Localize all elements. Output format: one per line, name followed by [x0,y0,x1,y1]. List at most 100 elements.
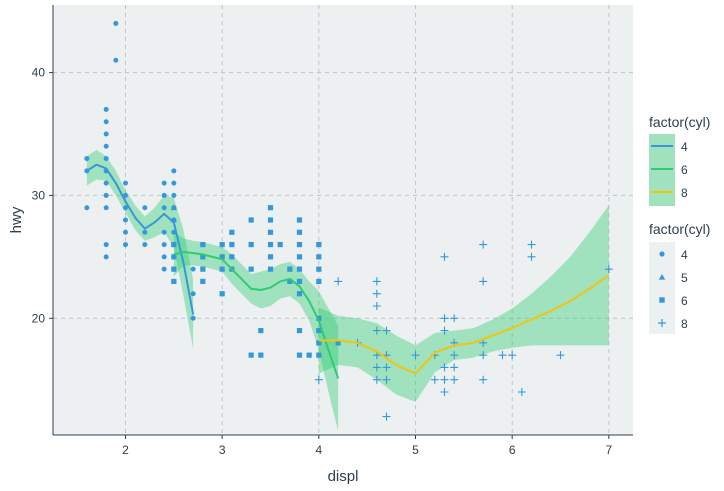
point-cyl-4 [142,242,148,248]
point-cyl-8 [479,277,488,286]
point-cyl-6 [248,352,254,358]
point-cyl-4 [190,291,196,297]
point-cyl-8 [372,289,381,298]
point-cyl-6 [258,352,264,358]
point-cyl-8 [372,302,381,310]
smooth-line-cyl-6 [173,250,340,379]
point-cyl-6 [296,327,303,334]
point-cyl-8 [372,363,381,372]
point-cyl-4 [171,192,177,198]
x-tick-label: 5 [412,443,419,457]
point-cyl-4 [161,180,167,186]
point-cyl-6 [248,266,254,272]
point-cyl-8 [440,375,449,384]
point-cyl-4 [103,192,109,198]
point-cyl-6 [171,241,177,248]
point-cyl-4 [142,229,148,235]
point-cyl-4 [123,217,128,223]
point-cyl-8 [440,314,449,323]
legend-shape-label-6: 6 [681,294,688,308]
point-cyl-6 [277,241,283,248]
point-cyl-6 [335,340,341,346]
x-tick-label: 6 [509,443,516,457]
point-cyl-8 [527,240,536,249]
point-cyl-6 [219,254,225,260]
point-cyl-6 [296,241,303,248]
point-cyl-6 [171,278,177,285]
point-cyl-6 [296,229,303,235]
point-cyl-4 [171,180,177,186]
point-cyl-8 [450,314,459,323]
point-cyl-6 [267,241,274,248]
legend-shape-key-bg [649,242,675,334]
point-cyl-8 [450,375,459,384]
point-cyl-8 [382,412,391,421]
legend-color-label-4: 4 [681,140,688,154]
point-cyl-6 [296,217,303,223]
point-cyl-6 [229,254,235,260]
point-cyl-8 [334,277,343,286]
point-cyl-8 [382,375,391,384]
point-cyl-8 [440,363,449,372]
point-cyl-6 [267,229,274,235]
x-tick-label: 4 [315,443,322,457]
point-cyl-4 [113,57,119,63]
point-cyl-6 [287,278,293,285]
point-cyl-6 [248,217,254,223]
legend-shape-label-8: 8 [681,317,688,331]
legend-shape-square [659,297,665,303]
x-axis-title: displ [328,468,359,485]
y-tick-label: 40 [32,66,46,80]
point-cyl-4 [161,254,167,260]
point-cyl-6 [229,229,235,235]
point-cyl-8 [508,351,517,360]
point-cyl-8 [556,351,565,360]
point-cyl-6 [316,315,322,321]
x-tick-label: 2 [122,443,129,457]
point-cyl-4 [103,131,109,137]
plot-panel [53,5,633,435]
point-cyl-8 [372,277,381,286]
legend-shape-title: factor(cyl) [649,221,710,237]
point-cyl-6 [316,327,322,334]
legend-color-title: factor(cyl) [649,114,710,130]
y-tick-label: 30 [32,188,46,202]
point-cyl-4 [84,156,90,162]
point-cyl-6 [200,254,206,260]
point-cyl-8 [517,388,526,396]
point-cyl-4 [161,205,167,211]
point-cyl-4 [123,229,128,235]
y-axis-title: hwy [8,206,25,233]
point-cyl-6 [267,254,274,260]
point-cyl-6 [267,266,274,272]
x-tick-label: 7 [605,443,612,457]
point-cyl-8 [604,265,613,274]
point-cyl-8 [527,252,536,261]
point-cyl-6 [287,266,293,272]
point-cyl-8 [450,363,459,372]
point-cyl-4 [123,192,128,198]
point-cyl-4 [161,229,167,235]
point-cyl-4 [103,119,109,125]
point-cyl-4 [123,242,128,248]
point-cyl-6 [296,266,303,272]
point-cyl-4 [161,192,167,198]
point-cyl-4 [103,143,109,149]
point-cyl-6 [306,352,312,358]
point-cyl-8 [411,351,420,360]
point-cyl-6 [296,278,303,285]
point-cyl-6 [219,291,225,297]
point-cyl-4 [161,242,167,248]
point-cyl-8 [372,375,381,384]
point-cyl-6 [296,254,303,260]
x-tick-label: 3 [219,443,226,457]
data-points [84,20,613,421]
legend-shape-label-5: 5 [681,271,688,285]
point-cyl-4 [103,180,109,186]
point-cyl-8 [479,351,488,360]
point-cyl-6 [171,254,177,260]
point-cyl-4 [142,205,148,211]
point-cyl-8 [440,388,449,396]
point-cyl-6 [200,266,206,272]
point-cyl-8 [372,326,381,335]
